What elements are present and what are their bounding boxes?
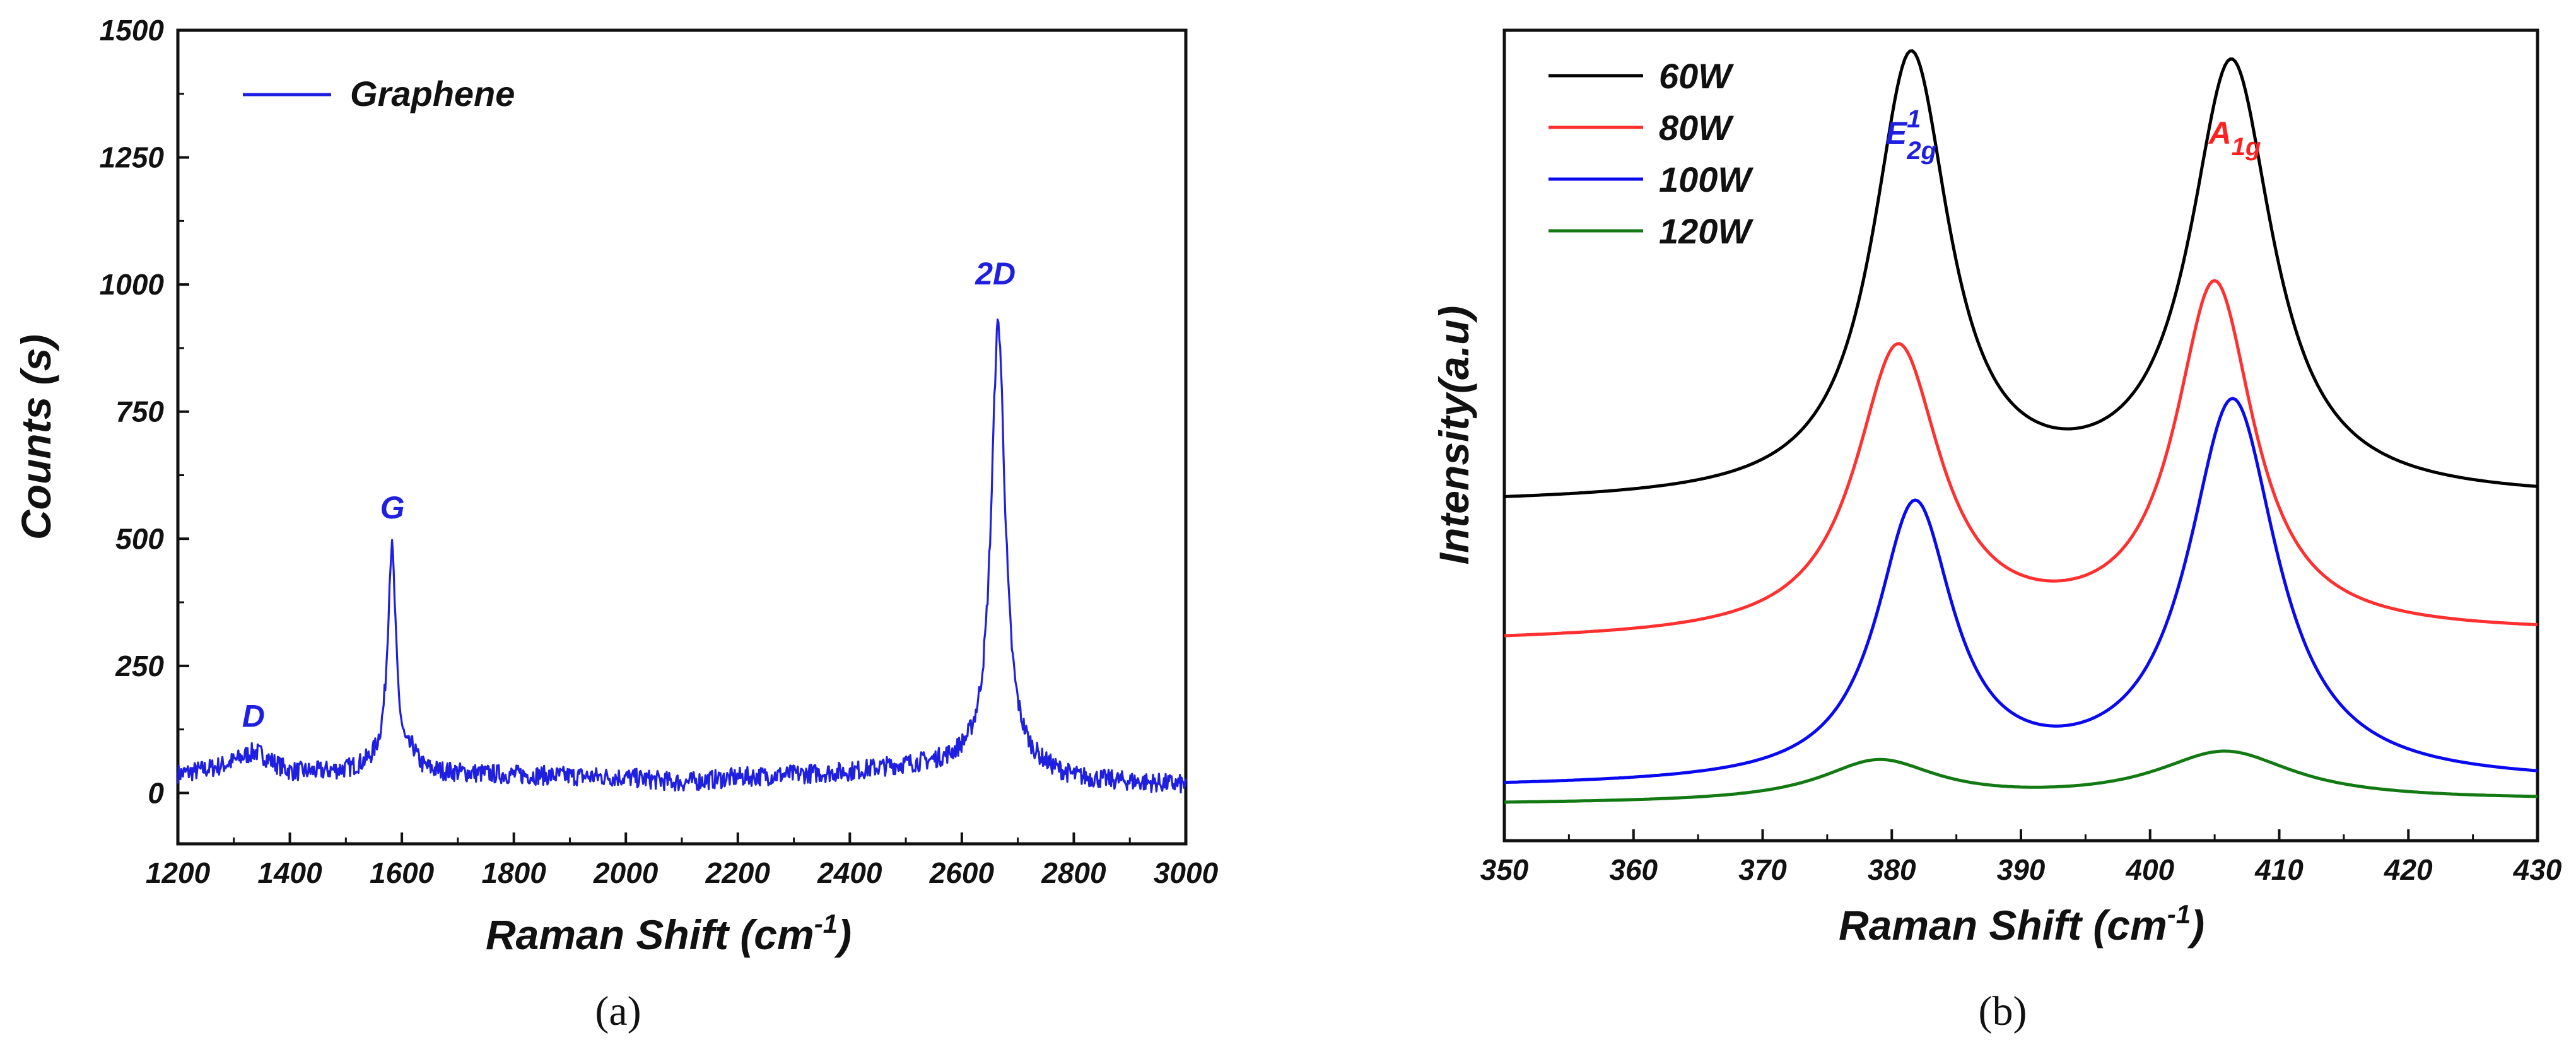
x-tick-label: 2800 — [1041, 856, 1106, 889]
x-tick-label: 2200 — [705, 856, 771, 889]
x-tick-label: 360 — [1609, 853, 1658, 886]
x-tick-label: 1400 — [257, 856, 322, 889]
panel-a-y-ticks: 0 250 500 750 1000 1250 1500 — [100, 14, 189, 809]
y-tick-label: 750 — [115, 395, 164, 428]
panel-a-legend: Graphene — [243, 74, 515, 114]
x-tick-label: 410 — [2254, 853, 2304, 886]
peak-label-e: E1 2g — [1886, 105, 1936, 165]
panel-a-caption: (a) — [595, 988, 641, 1034]
legend-label-graphene: Graphene — [350, 74, 515, 114]
x-tick-label: 3000 — [1154, 856, 1219, 889]
panel-b-x-axis-title: Raman Shift (cm-1) — [1839, 899, 2204, 949]
x-tick-label: 2600 — [929, 856, 995, 889]
panel-a-x-ticks: 1200 1400 1600 1800 2000 2200 2400 2600 2800 3000 — [146, 832, 1219, 889]
series-line-100w — [1504, 397, 2538, 785]
y-tick-label: 1500 — [100, 14, 165, 47]
y-tick-label: 250 — [115, 650, 164, 682]
y-tick-label: 1250 — [100, 141, 165, 174]
panel-a-y-axis-title: Counts (s) — [13, 334, 59, 540]
legend-label-100w: 100W — [1659, 160, 1753, 199]
y-tick-label: 500 — [115, 522, 164, 555]
legend-label-60w: 60W — [1659, 56, 1734, 96]
x-tick-label: 370 — [1738, 853, 1787, 886]
x-tick-label: 2400 — [817, 856, 882, 889]
peak-label: D — [242, 699, 265, 734]
panel-a-plot-frame — [176, 28, 1188, 846]
x-tick-label: 400 — [2125, 853, 2174, 886]
series-line-120w — [1504, 749, 2538, 804]
panel-b-legend: 60W 80W 100W 120W — [1549, 56, 1753, 251]
panel-b-raman-mos2: 350 360 370 380 390 400 410 420 430 E1 2g A1g 60W 8… — [1431, 28, 2562, 1034]
x-tick-label: 2000 — [593, 856, 659, 889]
x-tick-label: 380 — [1868, 853, 1916, 886]
peak-label: G — [380, 490, 405, 525]
x-tick-label: 350 — [1480, 853, 1529, 886]
y-tick-label: 1000 — [100, 268, 165, 301]
panel-b-caption: (b) — [1979, 988, 2027, 1034]
x-tick-label: 430 — [2513, 853, 2562, 886]
legend-label-120w: 120W — [1659, 211, 1753, 251]
x-tick-label: 1200 — [146, 856, 211, 889]
series-line-60w — [1504, 49, 2538, 498]
x-tick-label: 1600 — [370, 856, 435, 889]
panel-b-peak-labels: E1 2g A1g — [1886, 105, 2261, 165]
peak-label-a: A1g — [2208, 115, 2261, 161]
x-tick-label: 390 — [1997, 853, 2046, 886]
series-line-graphene — [177, 318, 1187, 794]
series-line-80w — [1504, 279, 2538, 638]
x-tick-label: 1800 — [481, 856, 546, 889]
legend-label-80w: 80W — [1659, 108, 1734, 148]
panel-a-raman-graphene: 1200 1400 1600 1800 2000 2200 2400 2600 2800 3000… — [13, 14, 1219, 1034]
peak-label: 2D — [975, 256, 1016, 291]
panel-b-y-axis-title: Intensity(a.u) — [1431, 306, 1477, 565]
x-tick-label: 420 — [2384, 853, 2433, 886]
panel-b-x-ticks: 350 360 370 380 390 400 410 420 430 — [1480, 829, 2562, 886]
panel-a-peak-labels: D G 2D — [242, 256, 1016, 733]
panel-a-x-axis-title: Raman Shift (cm-1) — [486, 909, 852, 958]
panel-b-series — [1504, 49, 2538, 804]
y-tick-label: 0 — [148, 776, 164, 809]
panel-a-series — [177, 318, 1187, 794]
